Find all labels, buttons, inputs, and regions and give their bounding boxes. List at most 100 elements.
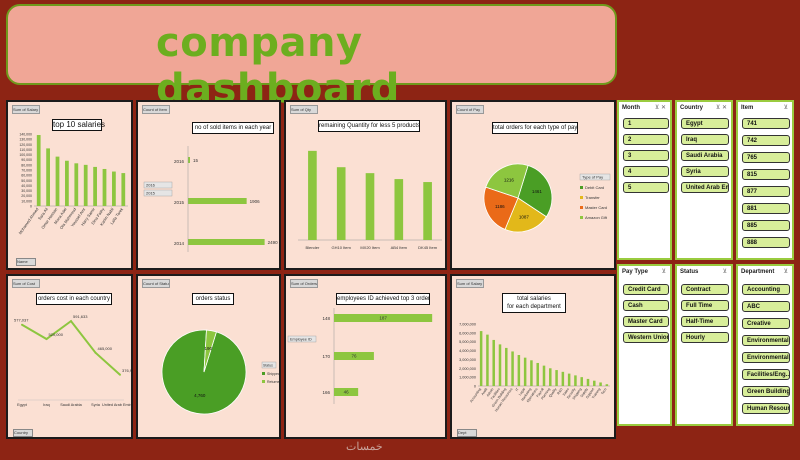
bar bbox=[112, 171, 116, 206]
bar bbox=[55, 156, 60, 206]
slicer-item[interactable]: ABC bbox=[742, 301, 790, 312]
bar bbox=[334, 352, 374, 360]
slicer-item[interactable]: 3 bbox=[623, 150, 669, 161]
panel-field-tag[interactable]: Sum of Qty bbox=[290, 105, 318, 114]
legend-tag-label: Status bbox=[263, 364, 273, 368]
slicer-item[interactable]: 1 bbox=[623, 118, 669, 129]
employees-top3-panel: Sum of Orders employees ID achieved top … bbox=[284, 274, 447, 439]
slicer-item[interactable]: Green Building bbox=[742, 386, 790, 397]
pie-slice bbox=[483, 186, 519, 230]
slicer-item[interactable]: Hourly bbox=[681, 332, 729, 343]
x-tick-label: AB4 Item bbox=[391, 245, 408, 250]
legend-label: Transfer bbox=[585, 195, 600, 200]
dept-filter-button[interactable]: Dept bbox=[457, 429, 477, 437]
y-tick-label: 6,000,000 bbox=[459, 331, 476, 335]
chart-title: orders cost in each country bbox=[36, 293, 112, 305]
panel-field-tag[interactable]: Count of Item bbox=[142, 105, 170, 114]
slicer-item[interactable]: 742 bbox=[742, 135, 790, 146]
data-point bbox=[94, 351, 97, 354]
slicer-item[interactable]: Saudi Arabia bbox=[681, 150, 729, 161]
slicer-item[interactable]: Syria bbox=[681, 166, 729, 177]
slicer-item[interactable]: 2 bbox=[623, 134, 669, 145]
y-tick-label: 2,000,000 bbox=[459, 367, 476, 371]
y-tick-label: 50,000 bbox=[21, 179, 32, 183]
x-tick-label: Saudi Arabia bbox=[60, 403, 82, 407]
data-label: 465,000 bbox=[98, 346, 113, 351]
slicer-title: Item bbox=[741, 105, 754, 111]
y-tick-label: 90,000 bbox=[21, 158, 32, 162]
y-tick-label: 40,000 bbox=[21, 184, 32, 188]
legend-swatch bbox=[262, 380, 265, 383]
data-label: 591,633 bbox=[73, 314, 88, 319]
slicer-item[interactable]: Accounting bbox=[742, 284, 790, 295]
panel-field-tag[interactable]: Count of Status bbox=[142, 279, 170, 288]
slicer-item[interactable]: Contract bbox=[681, 284, 729, 295]
chart-title-line1: total salaries bbox=[517, 296, 551, 302]
legend-tag bbox=[579, 173, 611, 181]
panel-field-tag[interactable]: Sum of Salary bbox=[12, 105, 40, 114]
clear-filter-icon[interactable]: ⊻ ✕ bbox=[715, 105, 727, 111]
clear-filter-icon[interactable]: ⊻ bbox=[783, 105, 788, 111]
slicer-item[interactable]: 765 bbox=[742, 152, 790, 163]
slicer-item[interactable]: Egypt bbox=[681, 118, 729, 129]
slicer-item[interactable]: Iraq bbox=[681, 134, 729, 145]
slicer-item[interactable]: Cash bbox=[623, 300, 669, 311]
name-filter-button[interactable]: Name bbox=[16, 258, 36, 266]
orders-status-panel: Count of Status orders status 4,760 190 St… bbox=[136, 274, 281, 439]
legend-swatch bbox=[580, 206, 583, 209]
y-tick-label: 2016 bbox=[174, 159, 185, 164]
x-tick-label: Shipping bbox=[572, 387, 583, 400]
bar bbox=[36, 135, 41, 206]
bar bbox=[599, 382, 602, 386]
slicer-item[interactable]: 881 bbox=[742, 203, 790, 214]
slicer-item[interactable]: Facilities/Eng... bbox=[742, 369, 790, 380]
bar bbox=[74, 163, 79, 206]
slicer-item[interactable]: 741 bbox=[742, 118, 790, 129]
x-tick-label: Iraq bbox=[43, 403, 50, 407]
slicer-item[interactable]: Creative bbox=[742, 318, 790, 329]
slicer-item[interactable]: 5 bbox=[623, 182, 669, 193]
data-point bbox=[119, 373, 121, 376]
slicer-title: Country bbox=[680, 105, 703, 111]
y-tick-label: 80,000 bbox=[21, 163, 32, 167]
slicer-item[interactable]: Credit Card bbox=[623, 284, 669, 295]
item-slicer: Item ⊻ 741 742 765 815 877 881 885 888 bbox=[736, 100, 794, 260]
panel-field-tag[interactable]: Sum of Salary bbox=[456, 279, 484, 288]
y-tick-label: 20,000 bbox=[21, 194, 32, 198]
panel-field-tag[interactable]: Count of Pay bbox=[456, 105, 484, 114]
department-slicer: Department ⊻ Accounting ABC Creative Enviro… bbox=[736, 264, 794, 426]
clear-filter-icon[interactable]: ⊻ ✕ bbox=[654, 105, 666, 111]
y-tick-label: 170 bbox=[322, 354, 330, 359]
remaining-qty-chart: Blender GH10 Item MX20 Item AB4 Item DK45 It… bbox=[298, 150, 442, 250]
slicer-item[interactable]: Human Resour... bbox=[742, 403, 790, 414]
slicer-item[interactable]: Environmental bbox=[742, 335, 790, 346]
slicer-item[interactable]: Environmental... bbox=[742, 352, 790, 363]
slicer-item[interactable]: 885 bbox=[742, 220, 790, 231]
y-tick-label: 7,000,000 bbox=[459, 323, 476, 327]
slicer-item[interactable]: Full Time bbox=[681, 300, 729, 311]
slicer-item[interactable]: 877 bbox=[742, 186, 790, 197]
slicer-item[interactable]: 4 bbox=[623, 166, 669, 177]
panel-field-tag[interactable]: Sum of Cost bbox=[12, 279, 40, 288]
clear-filter-icon[interactable]: ⊻ bbox=[722, 269, 727, 275]
clear-filter-icon[interactable]: ⊻ bbox=[783, 269, 788, 275]
slicer-item[interactable]: Master Card bbox=[623, 316, 669, 327]
y-tick-label: 3,000,000 bbox=[459, 358, 476, 362]
y-tick-label: 100,000 bbox=[19, 153, 32, 157]
sold-items-chart: 2016 15 2015 1906 2014 2490 2016 2015 bbox=[143, 146, 278, 252]
y-tick-label: 140,000 bbox=[19, 133, 32, 137]
data-label: 46 bbox=[344, 390, 350, 395]
y-tick-label: 70,000 bbox=[21, 169, 32, 173]
slicer-item[interactable]: 815 bbox=[742, 169, 790, 180]
x-tick-label: MX20 Item bbox=[360, 245, 380, 250]
clear-filter-icon[interactable]: ⊻ bbox=[661, 269, 666, 275]
country-filter-button[interactable]: Country bbox=[13, 429, 33, 437]
x-tick-label: Audit bbox=[481, 387, 489, 396]
panel-field-tag[interactable]: Sum of Orders bbox=[290, 279, 318, 288]
slicer-item[interactable]: Western Union bbox=[623, 332, 669, 343]
slicer-item[interactable]: United Arab Emir... bbox=[681, 182, 729, 193]
y-tick-label: 5,000,000 bbox=[459, 340, 476, 344]
data-label: 190 bbox=[205, 346, 213, 351]
slicer-item[interactable]: 888 bbox=[742, 237, 790, 248]
slicer-item[interactable]: Half-Time bbox=[681, 316, 729, 327]
